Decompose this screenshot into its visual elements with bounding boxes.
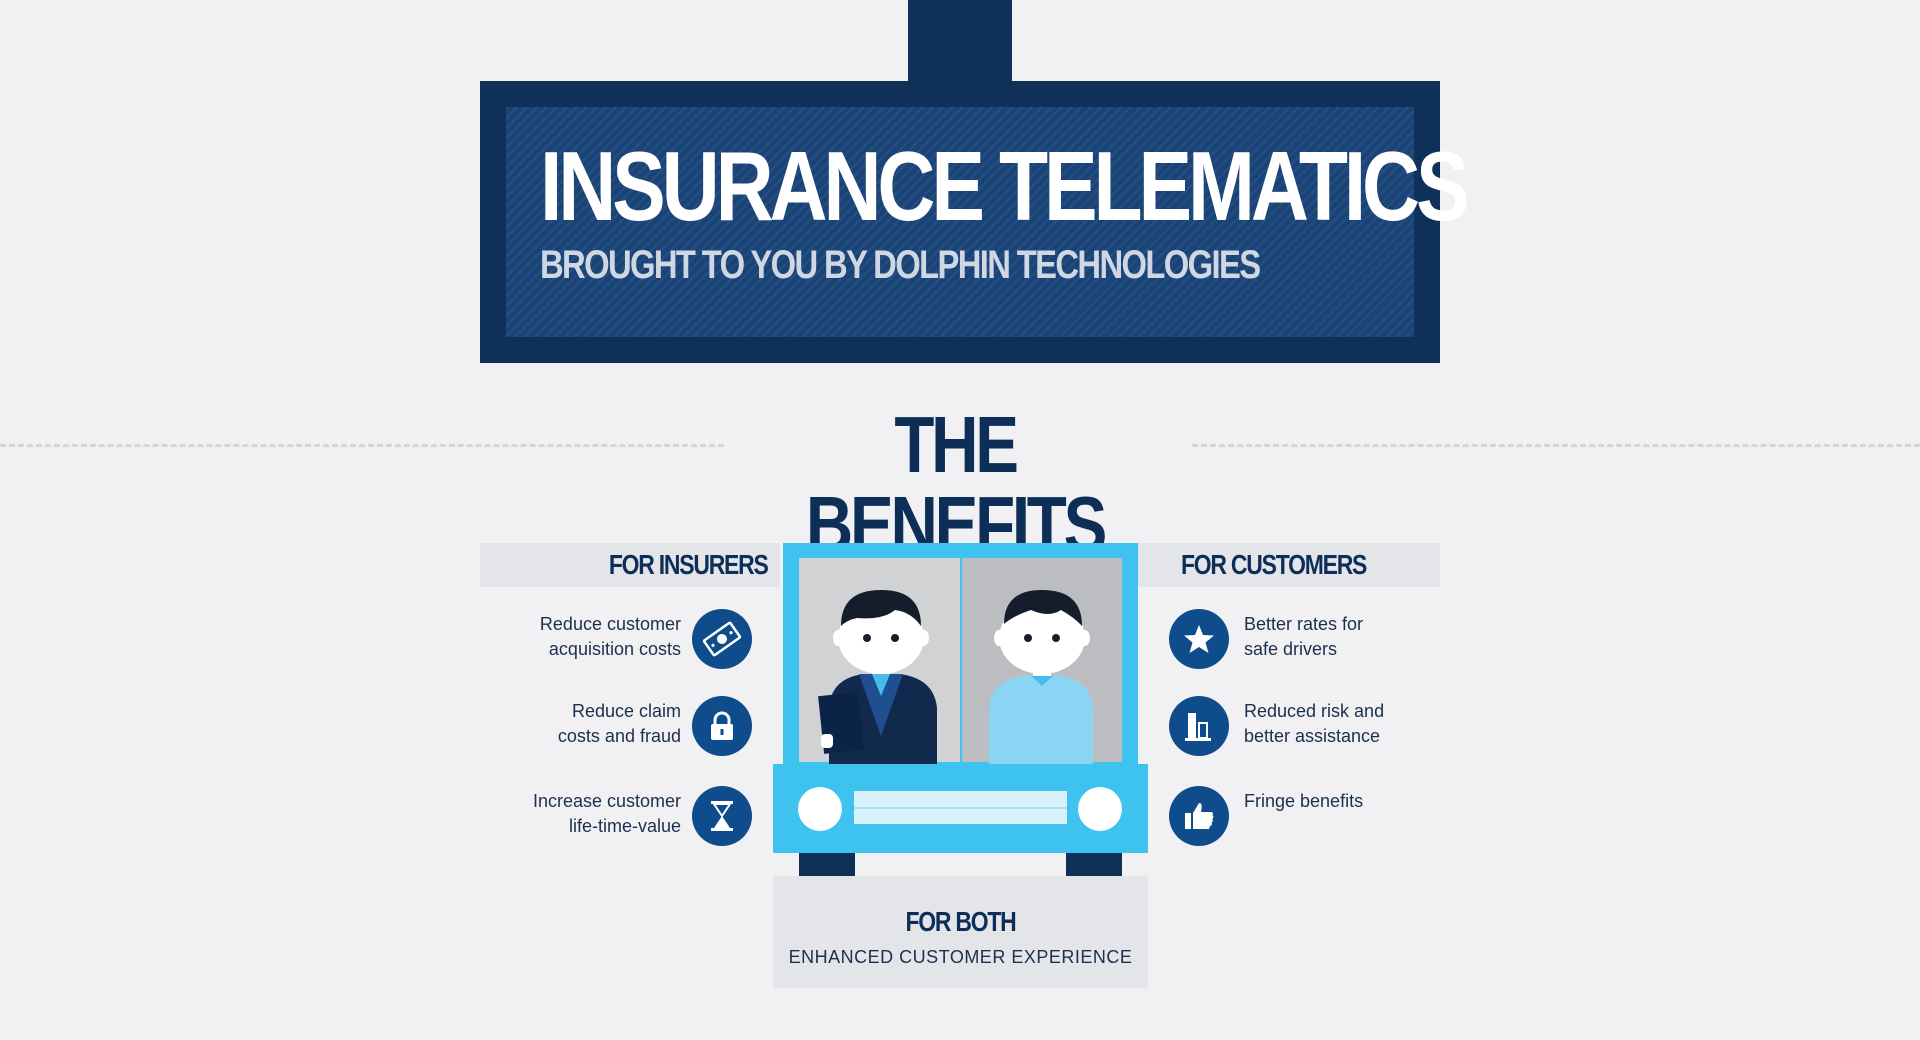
- insurers-header: FOR INSURERS: [480, 543, 780, 587]
- insurer-benefit-text: Increase customer life-time-value: [532, 791, 681, 836]
- customers-heading: FOR CUSTOMERS: [1181, 549, 1367, 580]
- thumbs-up-icon: [1169, 786, 1229, 846]
- page-title: INSURANCE TELEMATICS: [540, 131, 1470, 241]
- both-panel: FOR BOTH ENHANCED CUSTOMER EXPERIENCE: [773, 876, 1148, 988]
- bar-chart-icon: [1169, 696, 1229, 756]
- customer-figure: [989, 590, 1093, 764]
- insurers-heading: FOR INSURERS: [609, 549, 769, 580]
- agent-figure: [818, 590, 937, 764]
- divider-left: [0, 444, 724, 447]
- title-board: INSURANCE TELEMATICS BROUGHT TO YOU BY D…: [480, 81, 1470, 363]
- page-subtitle: BROUGHT TO YOU BY DOLPHIN TECHNOLOGIES: [540, 243, 1261, 287]
- customer-benefit-text: Fringe benefits: [1244, 791, 1364, 811]
- divider-right: [1192, 444, 1920, 447]
- headlight-left: [798, 787, 842, 831]
- title-board-panel: INSURANCE TELEMATICS BROUGHT TO YOU BY D…: [506, 107, 1470, 337]
- section-title: THE BENEFITS: [805, 400, 1107, 569]
- headlight-right: [1078, 787, 1122, 831]
- insurer-benefit-text: Reduce customer acquisition costs: [539, 614, 681, 659]
- money-icon: [692, 609, 752, 669]
- hourglass-icon: [692, 786, 752, 846]
- people-illustration: [818, 590, 1093, 764]
- lock-icon: [692, 696, 752, 756]
- customers-header: FOR CUSTOMERS: [1138, 543, 1440, 587]
- both-benefit-text: ENHANCED CUSTOMER EXPERIENCE: [788, 947, 1133, 967]
- star-icon: [1169, 609, 1229, 669]
- sign-post: [908, 0, 1012, 82]
- both-heading: FOR BOTH: [905, 906, 1016, 937]
- customer-benefit-text: Reduced risk and better assistance: [1244, 701, 1385, 746]
- grille-stripe: [854, 807, 1067, 809]
- customer-benefit-text: Better rates for safe drivers: [1244, 614, 1364, 659]
- insurer-benefit-text: Reduce claim costs and fraud: [557, 701, 681, 746]
